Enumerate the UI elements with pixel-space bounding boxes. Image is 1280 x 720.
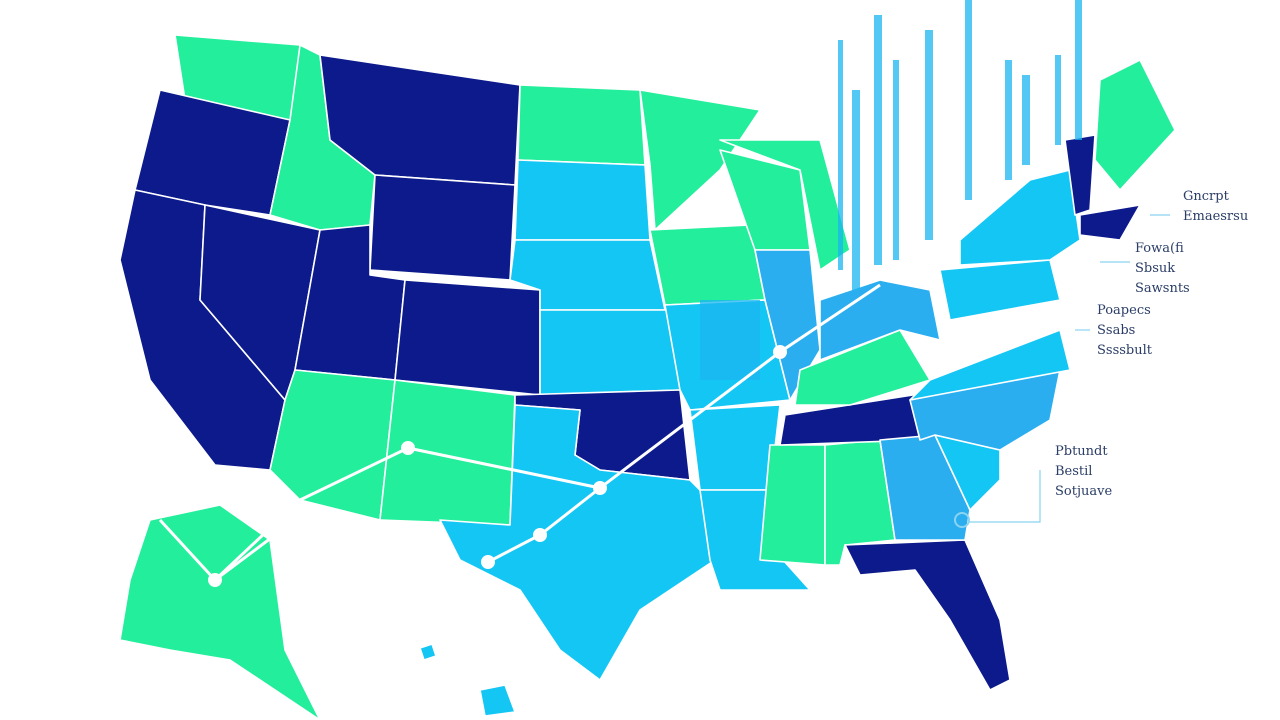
decor-bar xyxy=(893,60,899,260)
annotations: Gncrpt Emaesrsu Fowa(fi Sbsuk Sawsnts Poapecs… xyxy=(1055,189,1248,499)
decor-bar xyxy=(965,0,972,200)
node xyxy=(481,555,495,569)
decor-bar xyxy=(1022,75,1030,165)
node xyxy=(401,441,415,455)
state xyxy=(909,329,1071,401)
state xyxy=(517,84,646,166)
annotation-line: Ssssbult xyxy=(1097,343,1153,358)
state xyxy=(514,159,651,241)
decor-band xyxy=(700,300,760,380)
state xyxy=(134,89,291,216)
leader xyxy=(968,470,1041,523)
annotation-line: Sbsuk xyxy=(1135,261,1175,276)
decor-bar xyxy=(1055,55,1061,145)
state xyxy=(959,169,1081,266)
annotation-line: Ssabs xyxy=(1097,323,1135,338)
state xyxy=(394,279,541,396)
hawaii xyxy=(479,684,516,717)
annotation-line: Sawsnts xyxy=(1135,281,1190,296)
annotation-line: Bestil xyxy=(1055,464,1092,479)
state xyxy=(844,539,1011,691)
node xyxy=(533,528,547,542)
state xyxy=(269,369,396,521)
hawaii xyxy=(419,643,437,661)
node xyxy=(954,512,970,528)
alaska xyxy=(119,504,321,720)
decor-bars xyxy=(700,0,1082,380)
annotation-line: Sotjuave xyxy=(1055,484,1112,499)
annotation-line: Gncrpt xyxy=(1183,189,1230,204)
connector xyxy=(213,446,601,582)
state xyxy=(539,309,681,396)
state xyxy=(759,444,826,566)
annotation-line: Fowa(fi xyxy=(1135,241,1184,256)
state xyxy=(1094,59,1176,191)
state xyxy=(369,174,516,281)
decor-bar xyxy=(1075,0,1082,140)
us-map xyxy=(119,34,1176,720)
state xyxy=(1064,134,1096,216)
annotation-line: Pbtundt xyxy=(1055,444,1108,459)
node xyxy=(773,345,787,359)
node xyxy=(208,573,222,587)
connectors xyxy=(158,214,1170,587)
state xyxy=(939,259,1061,321)
annotation-line: Emaesrsu xyxy=(1183,209,1248,224)
decor-bar xyxy=(1005,60,1012,180)
annotation-line: Poapecs xyxy=(1097,303,1151,318)
state xyxy=(819,279,941,361)
decor-bar xyxy=(925,30,933,240)
decor-bar xyxy=(838,40,843,270)
state xyxy=(1079,204,1141,241)
node xyxy=(593,481,607,495)
state xyxy=(649,224,766,306)
state xyxy=(719,139,851,271)
state xyxy=(639,89,761,231)
decor-bar xyxy=(874,15,882,265)
decor-bar xyxy=(852,90,860,290)
